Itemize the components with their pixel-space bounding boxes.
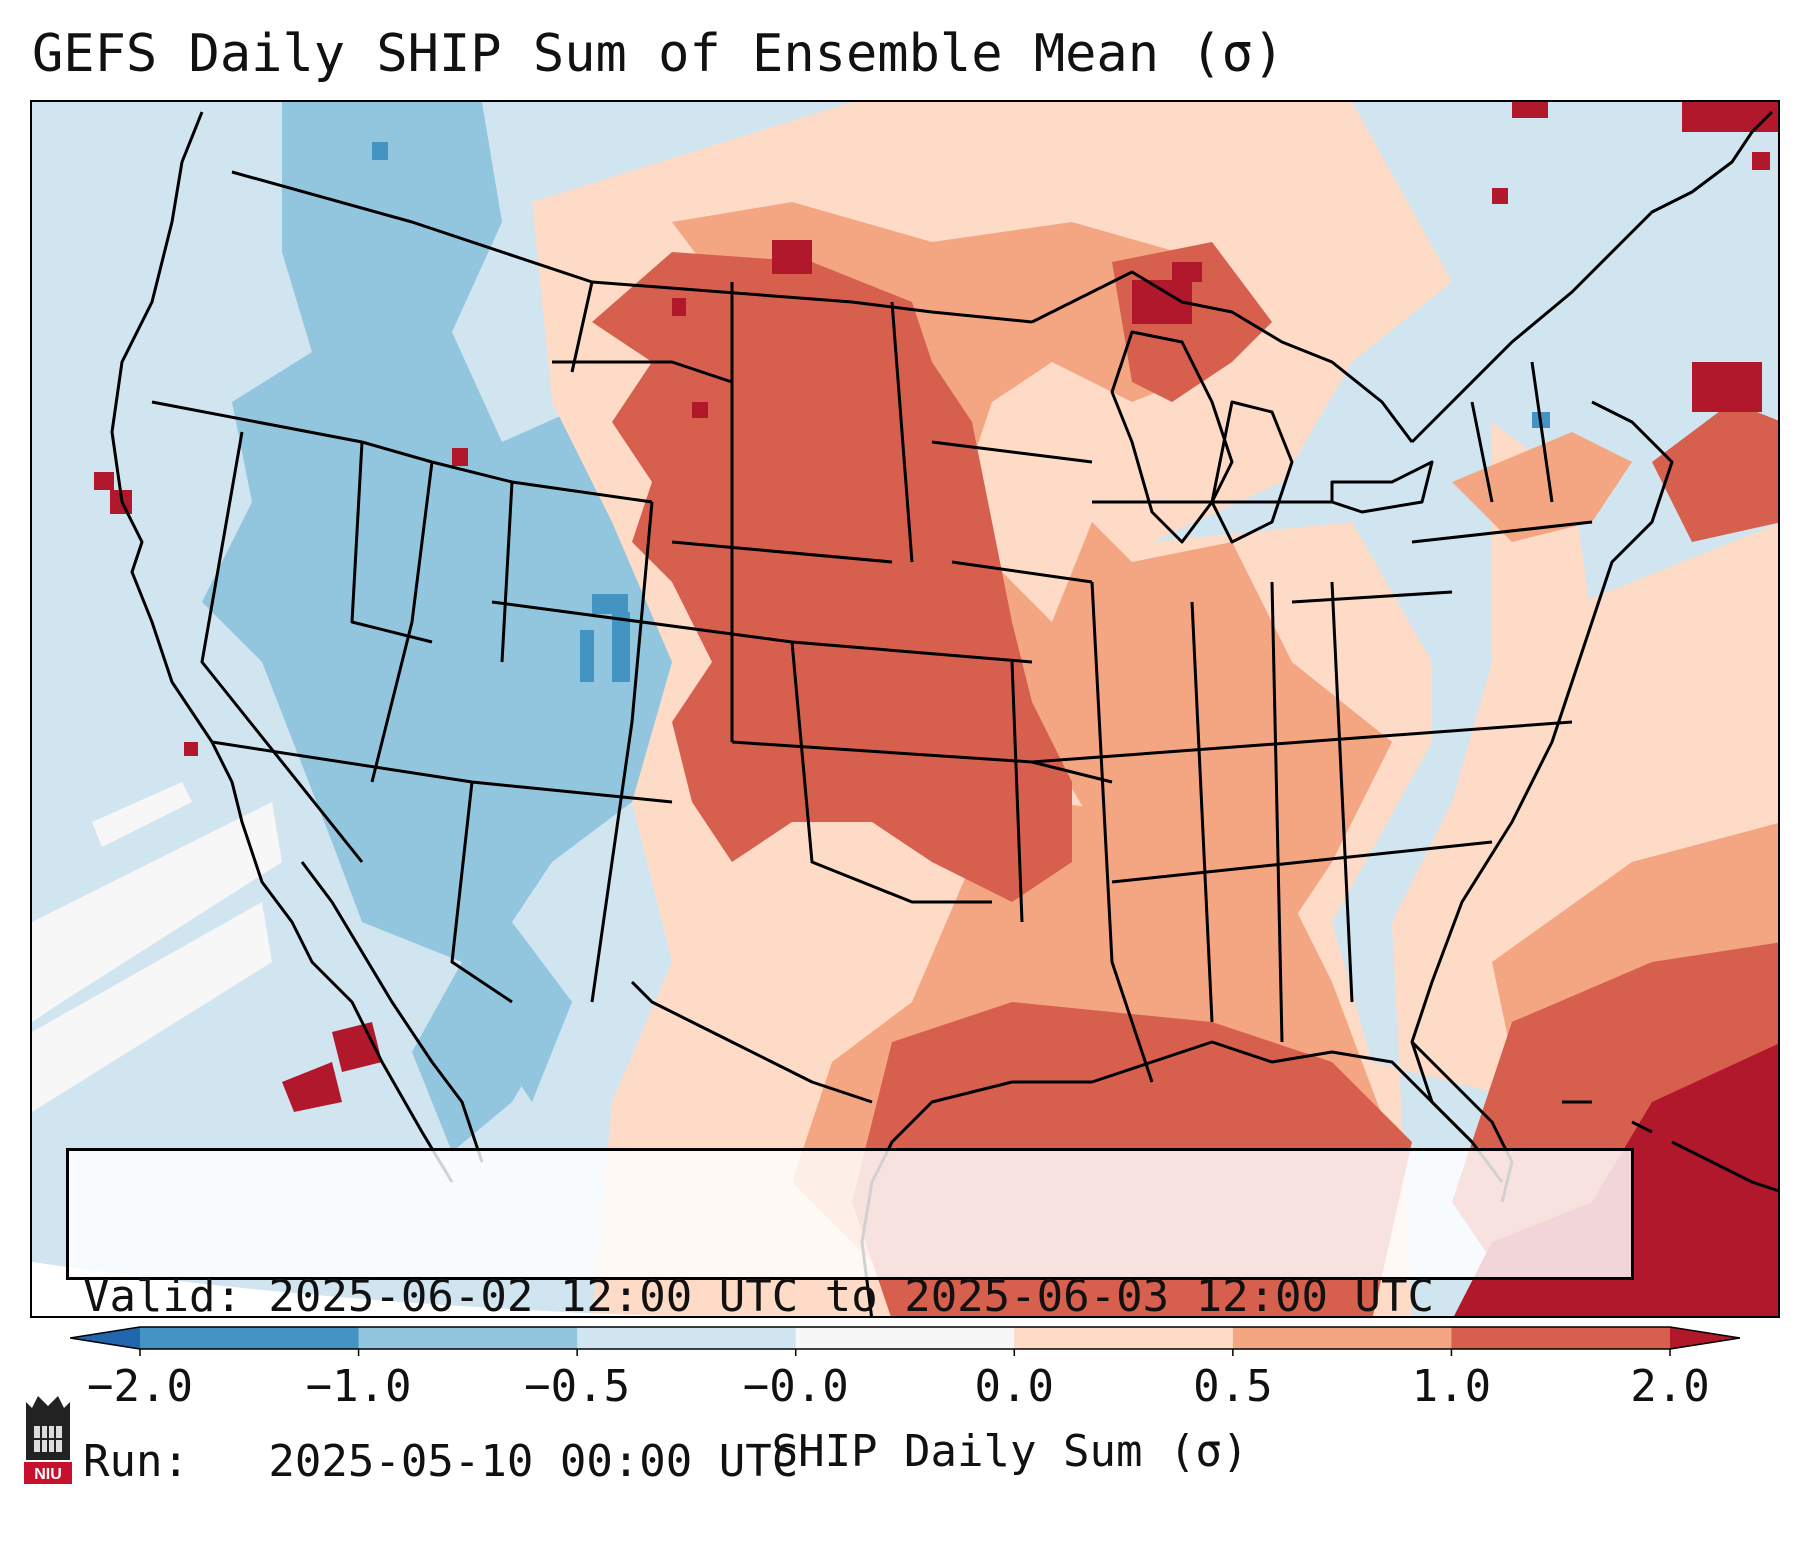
colorbar-extend-low — [70, 1327, 140, 1349]
colorbar-tick-label: −0.0 — [742, 1361, 849, 1412]
colorbar-tick-label: −0.5 — [524, 1361, 631, 1412]
colorbar-segment — [1232, 1327, 1452, 1349]
colorbar-segment — [1014, 1327, 1234, 1349]
deep-negative-cells — [372, 142, 1550, 682]
colorbar — [70, 1326, 1740, 1356]
niu-logo: NIU — [24, 1396, 72, 1484]
validity-info-box: Valid: 2025-06-02 12:00 UTC to 2025-06-0… — [66, 1148, 1634, 1487]
svg-text:NIU: NIU — [34, 1466, 62, 1483]
colorbar-extend-high — [1670, 1327, 1740, 1349]
colorbar-segment — [140, 1327, 360, 1349]
off-projection-area — [32, 1262, 666, 1316]
map-title: GEFS Daily SHIP Sum of Ensemble Mean (σ) — [32, 24, 1285, 84]
colorbar-segment — [577, 1327, 797, 1349]
run-time-text: Run: 2025-05-10 00:00 UTC — [83, 1436, 799, 1487]
colorbar-tick-label: 0.5 — [1193, 1361, 1273, 1412]
colorbar-segment — [1451, 1327, 1671, 1349]
white-streaks — [32, 782, 282, 1112]
negative-anomaly-field — [202, 102, 692, 1152]
ship-field-map — [32, 102, 1778, 1316]
colorbar-tick-label: 2.0 — [1630, 1361, 1710, 1412]
colorbar-tick-label: 1.0 — [1411, 1361, 1492, 1412]
colorbar-label: SHIP Daily Sum (σ) — [771, 1426, 1249, 1477]
colorbar-tick-label: −2.0 — [87, 1361, 193, 1412]
colorbar-tick-label: −1.0 — [305, 1361, 412, 1412]
map-panel — [30, 100, 1780, 1318]
colorbar-segment — [795, 1327, 1015, 1349]
valid-time-text: Valid: 2025-06-02 12:00 UTC to 2025-06-0… — [83, 1271, 1435, 1322]
colorbar-segment — [358, 1327, 578, 1349]
colorbar-tick-label: 0.0 — [974, 1361, 1055, 1412]
